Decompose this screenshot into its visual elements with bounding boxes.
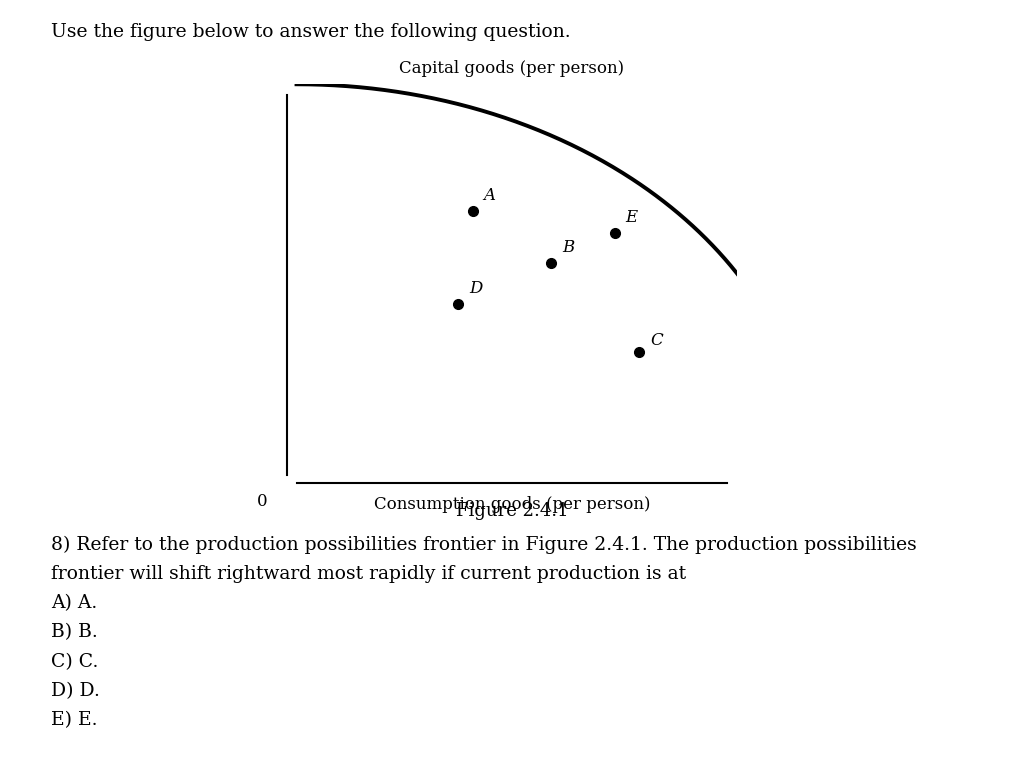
Text: Figure 2.4.1: Figure 2.4.1 (456, 502, 568, 519)
Text: B: B (562, 239, 574, 257)
Text: C) C.: C) C. (51, 653, 98, 670)
Text: E: E (626, 209, 638, 227)
Text: D: D (469, 280, 482, 297)
Text: 0: 0 (257, 493, 267, 509)
Text: D) D.: D) D. (51, 682, 100, 699)
Text: Use the figure below to answer the following question.: Use the figure below to answer the follo… (51, 23, 570, 41)
X-axis label: Consumption goods (per person): Consumption goods (per person) (374, 496, 650, 513)
Text: B) B.: B) B. (51, 624, 98, 641)
Title: Capital goods (per person): Capital goods (per person) (399, 61, 625, 77)
Text: 8) Refer to the production possibilities frontier in Figure 2.4.1. The productio: 8) Refer to the production possibilities… (51, 536, 916, 555)
Text: C: C (650, 332, 663, 349)
Text: E) E.: E) E. (51, 711, 97, 728)
Text: A) A.: A) A. (51, 594, 97, 612)
Text: A: A (483, 187, 496, 204)
Text: frontier will shift rightward most rapidly if current production is at: frontier will shift rightward most rapid… (51, 565, 686, 583)
